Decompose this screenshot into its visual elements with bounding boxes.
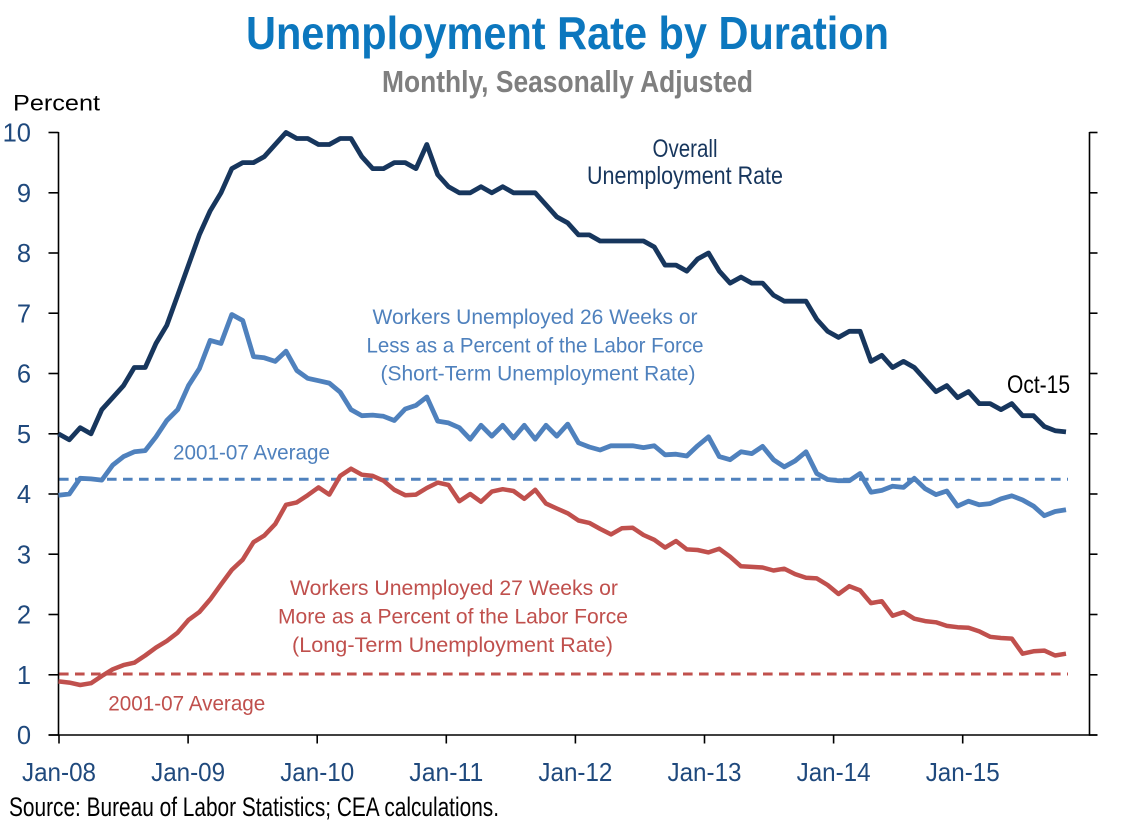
- svg-text:Monthly, Seasonally Adjusted: Monthly, Seasonally Adjusted: [382, 64, 753, 99]
- svg-text:Jan-08: Jan-08: [22, 757, 96, 787]
- svg-text:(Long-Term Unemployment Rate): (Long-Term Unemployment Rate): [292, 634, 613, 657]
- svg-text:10: 10: [3, 120, 31, 148]
- svg-text:1: 1: [17, 662, 31, 690]
- svg-text:Jan-15: Jan-15: [926, 757, 1000, 787]
- svg-text:Jan-13: Jan-13: [668, 757, 742, 787]
- svg-text:Unemployment Rate: Unemployment Rate: [587, 162, 783, 190]
- svg-text:Jan-14: Jan-14: [797, 757, 871, 787]
- svg-text:Workers Unemployed 26 Weeks or: Workers Unemployed 26 Weeks or: [373, 306, 698, 329]
- svg-text:Unemployment Rate by Duration: Unemployment Rate by Duration: [246, 7, 889, 59]
- svg-text:6: 6: [17, 361, 31, 389]
- svg-text:2: 2: [17, 602, 31, 630]
- svg-text:(Short-Term Unemployment Rate): (Short-Term Unemployment Rate): [381, 363, 696, 386]
- svg-text:Less as a Percent of the Labor: Less as a Percent of the Labor Force: [367, 335, 704, 358]
- svg-text:Overall: Overall: [653, 135, 718, 163]
- svg-text:Jan-11: Jan-11: [409, 757, 483, 787]
- svg-text:Source: Bureau of Labor Statis: Source: Bureau of Labor Statistics; CEA …: [9, 792, 499, 822]
- svg-text:2001-07 Average: 2001-07 Average: [108, 693, 265, 716]
- svg-text:Jan-10: Jan-10: [280, 757, 354, 787]
- svg-text:Jan-12: Jan-12: [538, 757, 612, 787]
- svg-text:9: 9: [17, 180, 31, 208]
- svg-text:0: 0: [17, 722, 31, 750]
- svg-text:8: 8: [17, 240, 31, 268]
- svg-text:Percent: Percent: [13, 91, 101, 116]
- svg-text:Workers Unemployed 27 Weeks or: Workers Unemployed 27 Weeks or: [290, 577, 618, 600]
- svg-text:7: 7: [17, 300, 31, 328]
- svg-text:2001-07 Average: 2001-07 Average: [173, 442, 330, 465]
- svg-text:5: 5: [17, 421, 31, 449]
- svg-text:4: 4: [17, 481, 31, 509]
- svg-text:Oct-15: Oct-15: [1007, 372, 1070, 399]
- svg-text:3: 3: [17, 541, 31, 569]
- svg-text:More as a Percent of the Labor: More as a Percent of the Labor Force: [278, 606, 628, 629]
- svg-text:Jan-09: Jan-09: [151, 757, 225, 787]
